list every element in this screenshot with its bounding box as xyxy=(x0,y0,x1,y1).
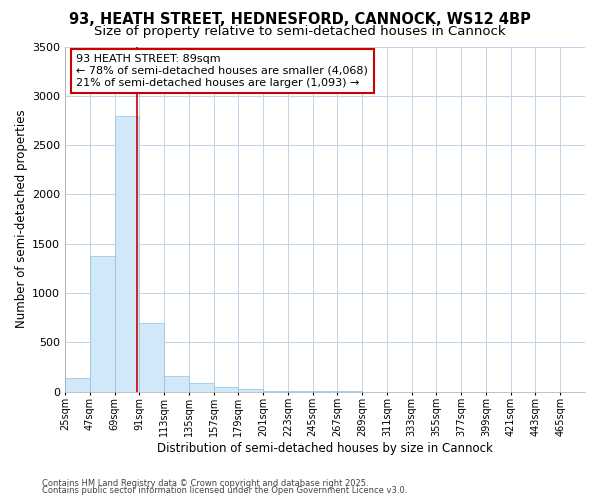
Y-axis label: Number of semi-detached properties: Number of semi-detached properties xyxy=(15,110,28,328)
Bar xyxy=(189,382,214,392)
Bar xyxy=(139,322,164,392)
Text: Contains HM Land Registry data © Crown copyright and database right 2025.: Contains HM Land Registry data © Crown c… xyxy=(42,478,368,488)
Text: 93, HEATH STREET, HEDNESFORD, CANNOCK, WS12 4BP: 93, HEATH STREET, HEDNESFORD, CANNOCK, W… xyxy=(69,12,531,28)
Text: Size of property relative to semi-detached houses in Cannock: Size of property relative to semi-detach… xyxy=(94,25,506,38)
Bar xyxy=(115,116,139,392)
Bar xyxy=(214,386,238,392)
Text: Contains public sector information licensed under the Open Government Licence v3: Contains public sector information licen… xyxy=(42,486,407,495)
Bar xyxy=(90,256,115,392)
Text: 93 HEATH STREET: 89sqm
← 78% of semi-detached houses are smaller (4,068)
21% of : 93 HEATH STREET: 89sqm ← 78% of semi-det… xyxy=(76,54,368,88)
Bar xyxy=(65,378,90,392)
X-axis label: Distribution of semi-detached houses by size in Cannock: Distribution of semi-detached houses by … xyxy=(157,442,493,455)
Bar xyxy=(164,376,189,392)
Bar xyxy=(238,388,263,392)
